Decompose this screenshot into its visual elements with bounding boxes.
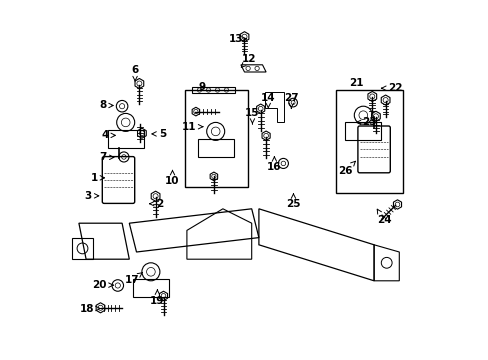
Bar <box>336 90 402 193</box>
Text: 8: 8 <box>99 100 113 111</box>
Text: 11: 11 <box>182 122 203 132</box>
Text: 24: 24 <box>376 209 391 225</box>
Text: 22: 22 <box>381 83 402 93</box>
Text: 16: 16 <box>266 157 281 172</box>
Text: 5: 5 <box>152 129 166 139</box>
Text: 12: 12 <box>241 54 256 67</box>
Bar <box>185 90 247 187</box>
Text: 18: 18 <box>80 303 100 314</box>
Text: 27: 27 <box>284 93 298 108</box>
Text: 25: 25 <box>285 194 300 210</box>
Text: 1: 1 <box>90 173 104 183</box>
Text: 26: 26 <box>337 161 355 176</box>
Text: 14: 14 <box>261 93 275 108</box>
Text: 9: 9 <box>198 82 205 92</box>
Text: 23: 23 <box>356 117 376 127</box>
Text: 10: 10 <box>165 170 180 186</box>
Text: 7: 7 <box>100 152 114 162</box>
Text: 15: 15 <box>244 108 259 124</box>
Text: 21: 21 <box>348 78 363 88</box>
Text: 4: 4 <box>101 130 115 140</box>
Text: 6: 6 <box>131 65 139 81</box>
Text: 13: 13 <box>228 34 246 44</box>
Text: 17: 17 <box>124 273 142 285</box>
Text: 19: 19 <box>150 290 164 306</box>
Text: 2: 2 <box>149 199 163 209</box>
Text: 20: 20 <box>92 280 113 290</box>
Text: 3: 3 <box>84 191 99 201</box>
